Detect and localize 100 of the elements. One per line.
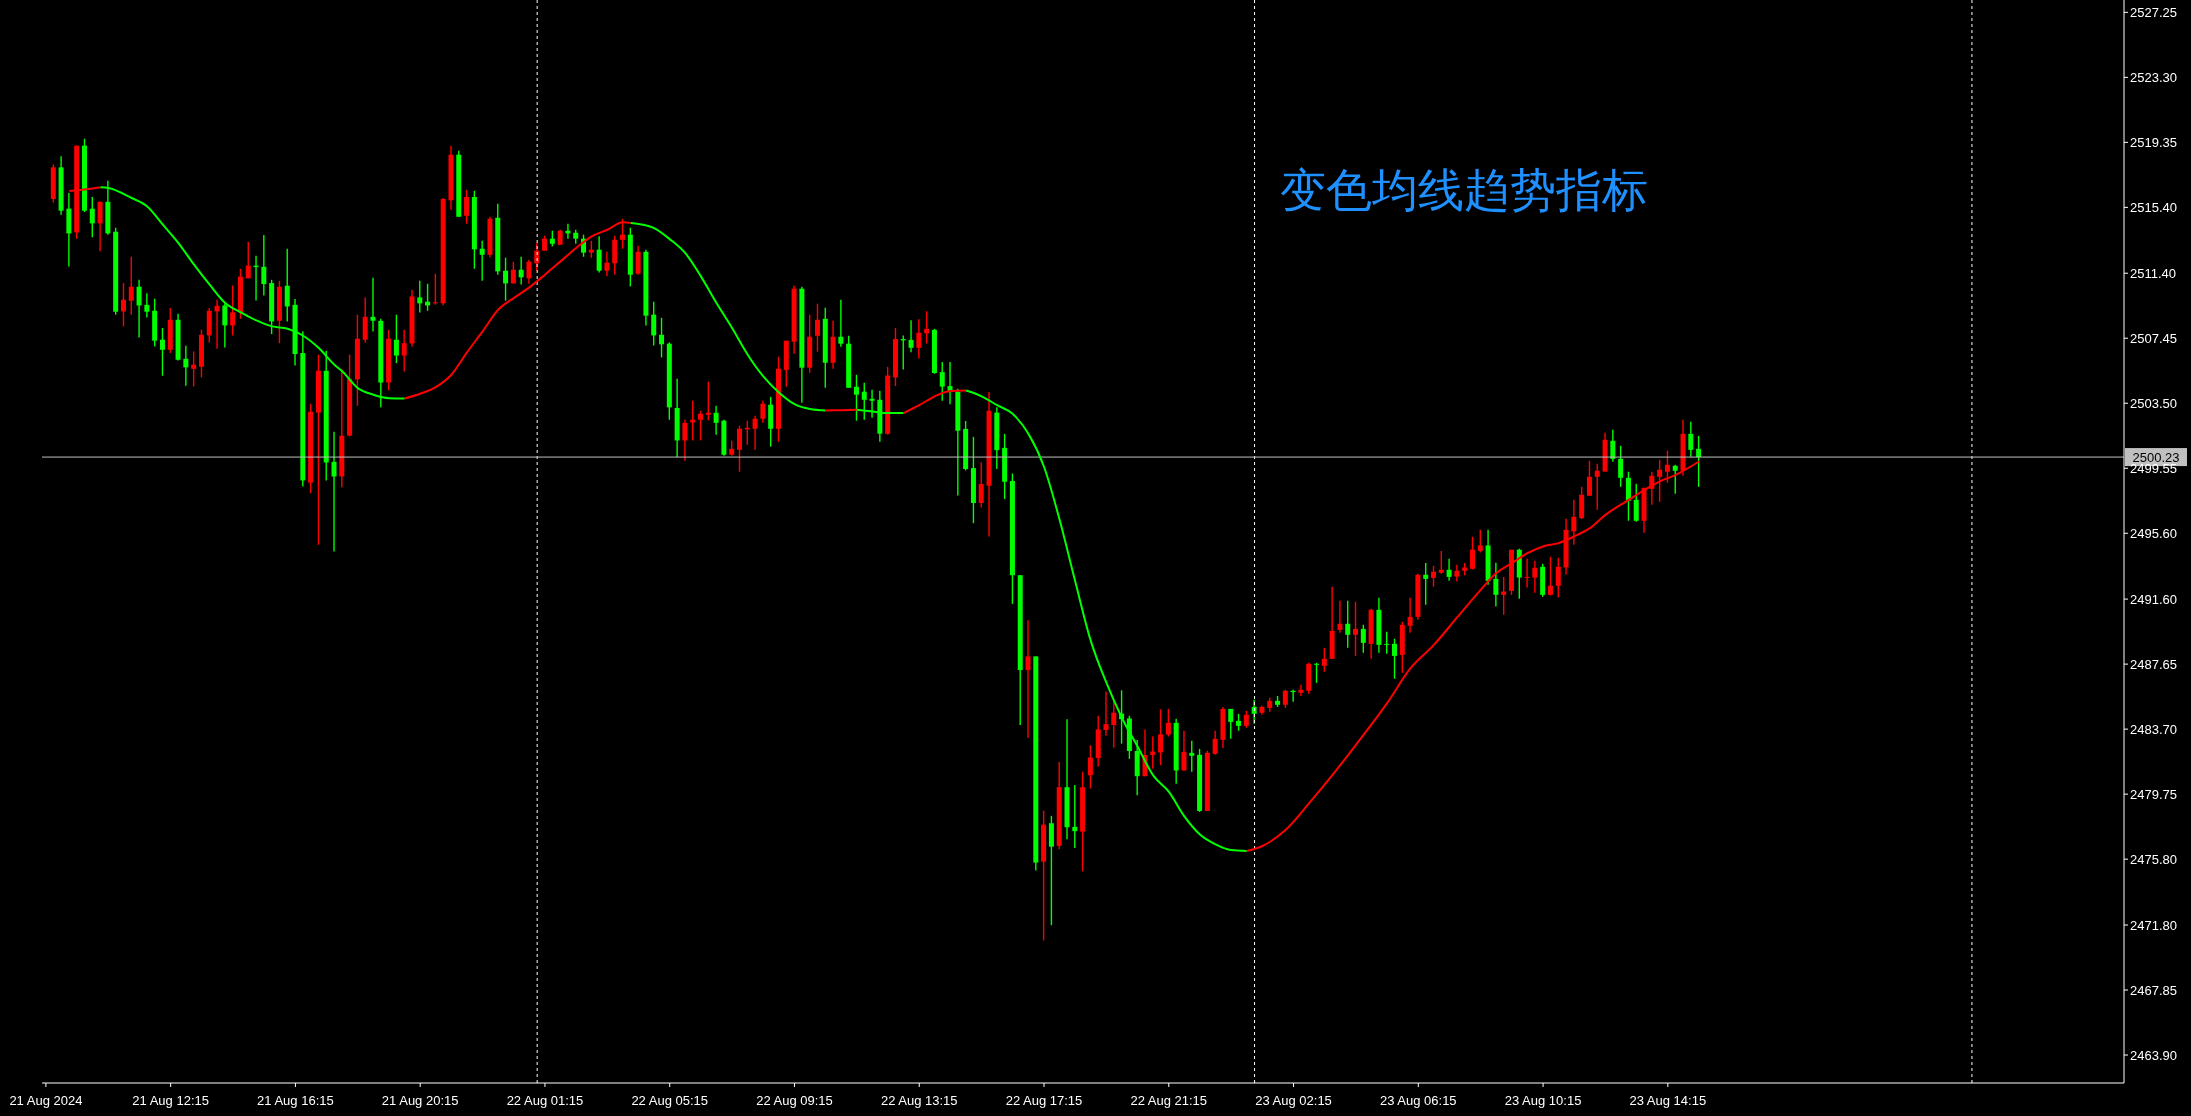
y-tick-label: 2511.40 (2130, 265, 2177, 281)
candlestick (1111, 700, 1117, 749)
text: 变色均线趋势指标 (1280, 162, 1648, 219)
candlestick (1431, 565, 1436, 588)
candlestick (1672, 464, 1678, 495)
candlestick (705, 380, 711, 422)
y-tick-label: 2495.60 (2130, 525, 2177, 541)
candlestick (737, 425, 742, 473)
candlestick (1688, 421, 1694, 458)
candlestick (526, 259, 532, 285)
candlestick (1446, 558, 1452, 582)
x-tick-label: 22 Aug 13:15 (880, 1093, 958, 1108)
candlestick (924, 310, 930, 345)
y-tick-label: 2475.80 (2130, 851, 2177, 867)
candlestick (1072, 784, 1078, 849)
y-tick-label: 2463.90 (2130, 1047, 2177, 1063)
candlestick (1337, 600, 1343, 634)
candlestick (1314, 662, 1320, 684)
x-tick-label: 22 Aug 17:15 (1005, 1093, 1083, 1108)
candlestick (1251, 699, 1257, 725)
y-tick-label: 2507.45 (2130, 330, 2177, 346)
candlestick (1423, 562, 1429, 606)
candlestick (612, 234, 618, 276)
x-tick-label: 22 Aug 05:15 (631, 1093, 709, 1108)
y-tick-label: 2479.75 (2130, 786, 2177, 802)
x-tick-label: 21 Aug 12:15 (132, 1093, 209, 1108)
candlestick (144, 292, 150, 319)
candlestick (191, 350, 197, 388)
candlestick (1392, 638, 1398, 680)
candlestick (1407, 597, 1413, 634)
y-tick-label: 2519.35 (2130, 134, 2177, 150)
candlestick (97, 201, 103, 253)
candlestick (370, 276, 376, 333)
candlestick (417, 280, 423, 314)
x-tick-label: 23 Aug 10:15 (1504, 1093, 1582, 1108)
candlestick (362, 296, 368, 344)
y-tick-label: 2491.60 (2130, 591, 2177, 607)
candlestick (1524, 558, 1530, 589)
x-tick-label: 21 Aug 16:15 (257, 1093, 334, 1108)
candlestick (1321, 647, 1327, 673)
candlestick (690, 400, 696, 442)
candlestick (1087, 744, 1093, 790)
y-tick-label: 2487.65 (2130, 656, 2177, 672)
candlestick (752, 415, 758, 451)
candlestick (1345, 600, 1351, 649)
x-tick-label: 22 Aug 01:15 (506, 1093, 584, 1108)
candlestick (120, 282, 126, 328)
candlestick (183, 344, 189, 387)
candlestick (1586, 460, 1592, 497)
candlestick (222, 302, 228, 349)
candlestick (1048, 815, 1054, 926)
candlestick (393, 314, 399, 364)
candlestick (1625, 471, 1631, 522)
candlestick (916, 318, 922, 360)
candlestick (230, 284, 236, 337)
y-tick-label: 2527.25 (2130, 4, 2177, 20)
candlestick (479, 240, 485, 282)
candlestick (136, 279, 142, 339)
candlestick (128, 256, 134, 316)
candlestick (1165, 708, 1171, 738)
candlestick (682, 419, 688, 462)
candlestick (635, 245, 641, 276)
candlestick (518, 256, 524, 286)
candlestick (760, 400, 766, 424)
candlestick (89, 196, 95, 239)
candlestick (1493, 562, 1499, 608)
candlestick (978, 461, 984, 509)
candlestick (1438, 550, 1444, 575)
candlestick (1579, 486, 1585, 520)
candlestick (1282, 689, 1288, 709)
y-tick-label: 2467.85 (2130, 982, 2177, 998)
x-tick-label: 21 Aug 20:15 (381, 1093, 459, 1108)
candlestick (596, 235, 602, 274)
candlestick (1618, 445, 1624, 488)
y-tick-label: 2483.70 (2130, 721, 2177, 737)
candlestick (331, 431, 337, 553)
candlestick (1384, 631, 1390, 655)
candlestick (651, 300, 657, 347)
candlestick (159, 327, 165, 377)
candlestick (1547, 556, 1553, 597)
candlestick (1594, 463, 1600, 511)
candlestick (245, 241, 251, 280)
candlestick (713, 405, 719, 436)
candlestick (1181, 730, 1187, 772)
candlestick (1477, 529, 1483, 554)
candlestick (1571, 499, 1577, 546)
candlestick (284, 247, 290, 323)
candlestick (1532, 560, 1538, 594)
y-tick-label: 2515.40 (2130, 200, 2177, 215)
x-tick-label: 23 Aug 06:15 (1379, 1093, 1457, 1108)
candlestick (1353, 601, 1359, 657)
line-series (403, 221, 632, 400)
candlestick (1501, 576, 1507, 616)
candlestick (261, 234, 267, 297)
candlestick (1360, 624, 1366, 654)
x-tick-label: 22 Aug 21:15 (1130, 1093, 1208, 1108)
x-tick-label: 22 Aug 09:15 (756, 1093, 833, 1108)
y-tick-label: 2471.80 (2130, 917, 2177, 933)
candlestick (604, 250, 610, 278)
x-tick-label: 23 Aug 02:15 (1255, 1093, 1332, 1108)
